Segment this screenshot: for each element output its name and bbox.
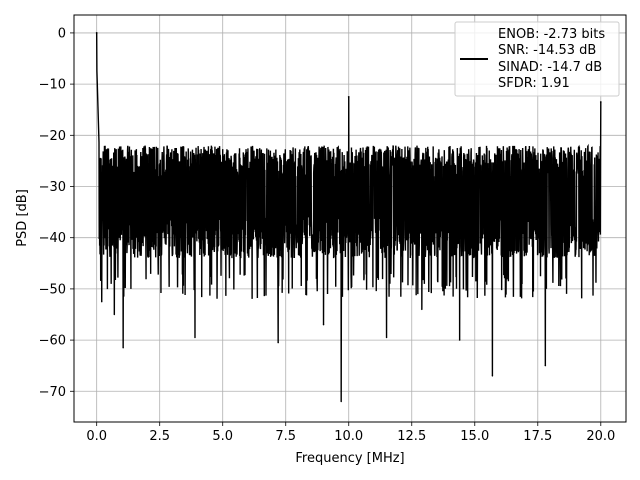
dip-point — [491, 375, 494, 377]
dip-point — [194, 336, 196, 339]
x-tick-label: 7.5 — [275, 429, 296, 444]
x-tick-label: 20.0 — [586, 429, 615, 444]
peak-point — [599, 101, 602, 103]
dip-point — [122, 347, 124, 349]
x-axis-label: Frequency [MHz] — [295, 451, 404, 466]
legend-entry-snr: SNR: -14.53 dB — [498, 43, 596, 58]
y-tick-label: −50 — [39, 282, 66, 297]
dip-point — [458, 339, 461, 341]
legend: ENOB: -2.73 bits SNR: -14.53 dB SINAD: -… — [454, 21, 620, 97]
y-tick-label: −60 — [39, 334, 66, 349]
peak-point — [347, 96, 350, 98]
y-tick-label: −40 — [39, 231, 66, 246]
y-tick-label: −70 — [39, 385, 66, 400]
legend-entry-enob: ENOB: -2.73 bits — [498, 27, 605, 42]
dip-point — [340, 400, 342, 403]
x-tick-label: 17.5 — [523, 429, 552, 444]
legend-entry-sinad: SINAD: -14.7 dB — [498, 60, 602, 75]
x-tick-label: 2.5 — [149, 429, 170, 444]
dip-point — [322, 324, 325, 326]
legend-entry-sfdr: SFDR: 1.91 — [498, 76, 570, 91]
dip-point — [113, 313, 116, 316]
y-axis-label: PSD [dB] — [15, 189, 30, 247]
peak-point — [95, 32, 98, 34]
axis-ticks: 0.0 2.5 5.0 7.5 10.0 12.5 15.0 17.5 20.0 0 −10 −20 −… — [39, 26, 616, 444]
dip-point — [544, 364, 547, 367]
y-tick-label: −20 — [39, 129, 66, 144]
x-tick-label: 12.5 — [397, 429, 426, 444]
plot-frame — [73, 14, 627, 423]
x-tick-label: 15.0 — [460, 429, 489, 444]
psd-trace-group — [95, 32, 602, 403]
x-tick-label: 10.0 — [334, 429, 363, 444]
x-tick-label: 0.0 — [86, 429, 107, 444]
y-tick-label: 0 — [58, 26, 66, 41]
legend-box — [454, 21, 620, 97]
dip-point — [101, 300, 103, 303]
y-tick-label: −30 — [39, 180, 66, 195]
x-tick-label: 5.0 — [212, 429, 233, 444]
dip-point — [421, 308, 423, 311]
y-tick-label: −10 — [39, 78, 66, 93]
dip-point — [277, 341, 279, 344]
dip-point — [385, 336, 388, 339]
